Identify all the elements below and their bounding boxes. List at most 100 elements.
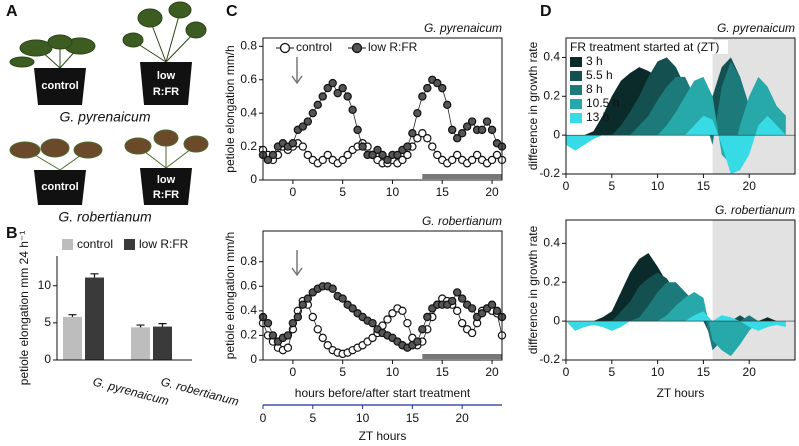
legend-swatch [570, 71, 582, 81]
data-point [423, 312, 432, 322]
data-point [452, 150, 462, 160]
data-point [477, 125, 487, 135]
data-point [487, 155, 497, 165]
data-point [338, 155, 347, 165]
data-point [298, 300, 308, 309]
x-tick-label: 15 [697, 365, 711, 379]
data-point [393, 150, 402, 160]
plot-frame [565, 37, 796, 175]
data-point [452, 306, 462, 316]
data-point [338, 294, 347, 303]
data-point [403, 150, 412, 160]
data-point [308, 108, 317, 118]
plot-frame [262, 230, 503, 361]
data-point [403, 142, 412, 151]
pot-label: control [41, 181, 78, 193]
data-point [408, 129, 417, 138]
y-tick-label: 0.4 [543, 236, 560, 250]
y-tick-label: 0.8 [240, 254, 257, 268]
x2-tick-label: 10 [356, 411, 370, 425]
y-tick-label: 0 [553, 127, 560, 141]
panel-label: C [226, 3, 238, 20]
chart-title: G. pyrenaicum [717, 21, 795, 35]
legend-marker [351, 42, 363, 54]
data-point [323, 150, 332, 160]
y-tick-label: 0.2 [240, 328, 257, 342]
category-label: G. robertianum [159, 374, 240, 408]
data-point [323, 341, 332, 350]
y-tick-label: 0.2 [240, 139, 257, 153]
data-point [328, 78, 337, 88]
x-tick-label: 5 [339, 185, 346, 199]
y-axis-label: petiole elongation mm/h [223, 45, 237, 172]
x2-tick-label: 20 [455, 411, 469, 425]
y-tick-label: 0.8 [240, 39, 257, 53]
x-tick-label: 0 [290, 185, 297, 199]
data-point [482, 117, 492, 126]
data-point [457, 318, 467, 328]
dark-period [422, 354, 502, 359]
data-point [283, 331, 293, 340]
data-point [348, 304, 357, 313]
data-point [452, 288, 462, 297]
pot-label: R:FR [153, 189, 179, 201]
y-tick-label: 0.2 [543, 274, 560, 288]
x2-tick-label: 0 [260, 411, 267, 425]
data-point [318, 92, 327, 101]
data-point [268, 150, 278, 160]
data-point [288, 139, 298, 148]
panel-label: B [6, 225, 18, 242]
y-tick-label: 0 [250, 352, 257, 366]
chart-title: G. robertianum [422, 214, 502, 228]
x-tick-label: 20 [743, 365, 757, 379]
data-point [403, 318, 412, 328]
x-tick-label: 10 [651, 365, 665, 379]
legend-box [568, 40, 728, 54]
data-point [438, 83, 447, 93]
x-axis-label: hours before/after start treatment [295, 386, 471, 400]
plot-frame [262, 37, 503, 181]
y-tick-label: 10 [38, 278, 52, 292]
legend-label: low R:FR [368, 40, 418, 54]
data-point [303, 150, 313, 160]
data-point [298, 142, 308, 151]
legend-label: low R:FR [139, 237, 189, 251]
error-bar [158, 323, 167, 327]
data-point [383, 315, 392, 324]
data-point [467, 117, 477, 126]
legend-swatch [62, 239, 73, 250]
x-tick-label: 15 [436, 185, 450, 199]
y-tick-label: 0 [44, 352, 51, 366]
x2-tick-label: 15 [406, 411, 420, 425]
data-point [343, 150, 352, 160]
legend-label: 10.5 h [586, 96, 619, 110]
x-tick-label: 5 [339, 365, 346, 379]
data-point [462, 122, 472, 131]
data-point [467, 155, 477, 165]
panel-label: A [6, 3, 18, 20]
data-point [388, 309, 397, 318]
legend-label: control [296, 40, 332, 54]
data-point [303, 117, 313, 126]
x-tick-label: 20 [485, 365, 499, 379]
y-tick-label: 0.6 [240, 72, 257, 86]
y-axis-label: difference in growth rate [526, 225, 540, 354]
x-axis-label: ZT hours [657, 386, 705, 400]
data-point [423, 134, 432, 143]
data-point [428, 142, 437, 151]
x-tick-label: 5 [608, 179, 615, 193]
data-point [268, 331, 278, 340]
data-point [413, 108, 422, 118]
series-area [566, 291, 786, 357]
y-axis-label: petiole elongation mm/h [223, 232, 237, 359]
data-point [263, 318, 273, 328]
data-point [433, 150, 442, 160]
data-point [443, 100, 452, 110]
pot-label: low [157, 70, 176, 82]
treatment-arrows [291, 57, 303, 277]
data-point [368, 333, 377, 343]
x-tick-label: 5 [608, 365, 615, 379]
x-tick-label: 15 [697, 179, 711, 193]
x-tick-label: 15 [436, 365, 450, 379]
data-point [418, 129, 427, 138]
